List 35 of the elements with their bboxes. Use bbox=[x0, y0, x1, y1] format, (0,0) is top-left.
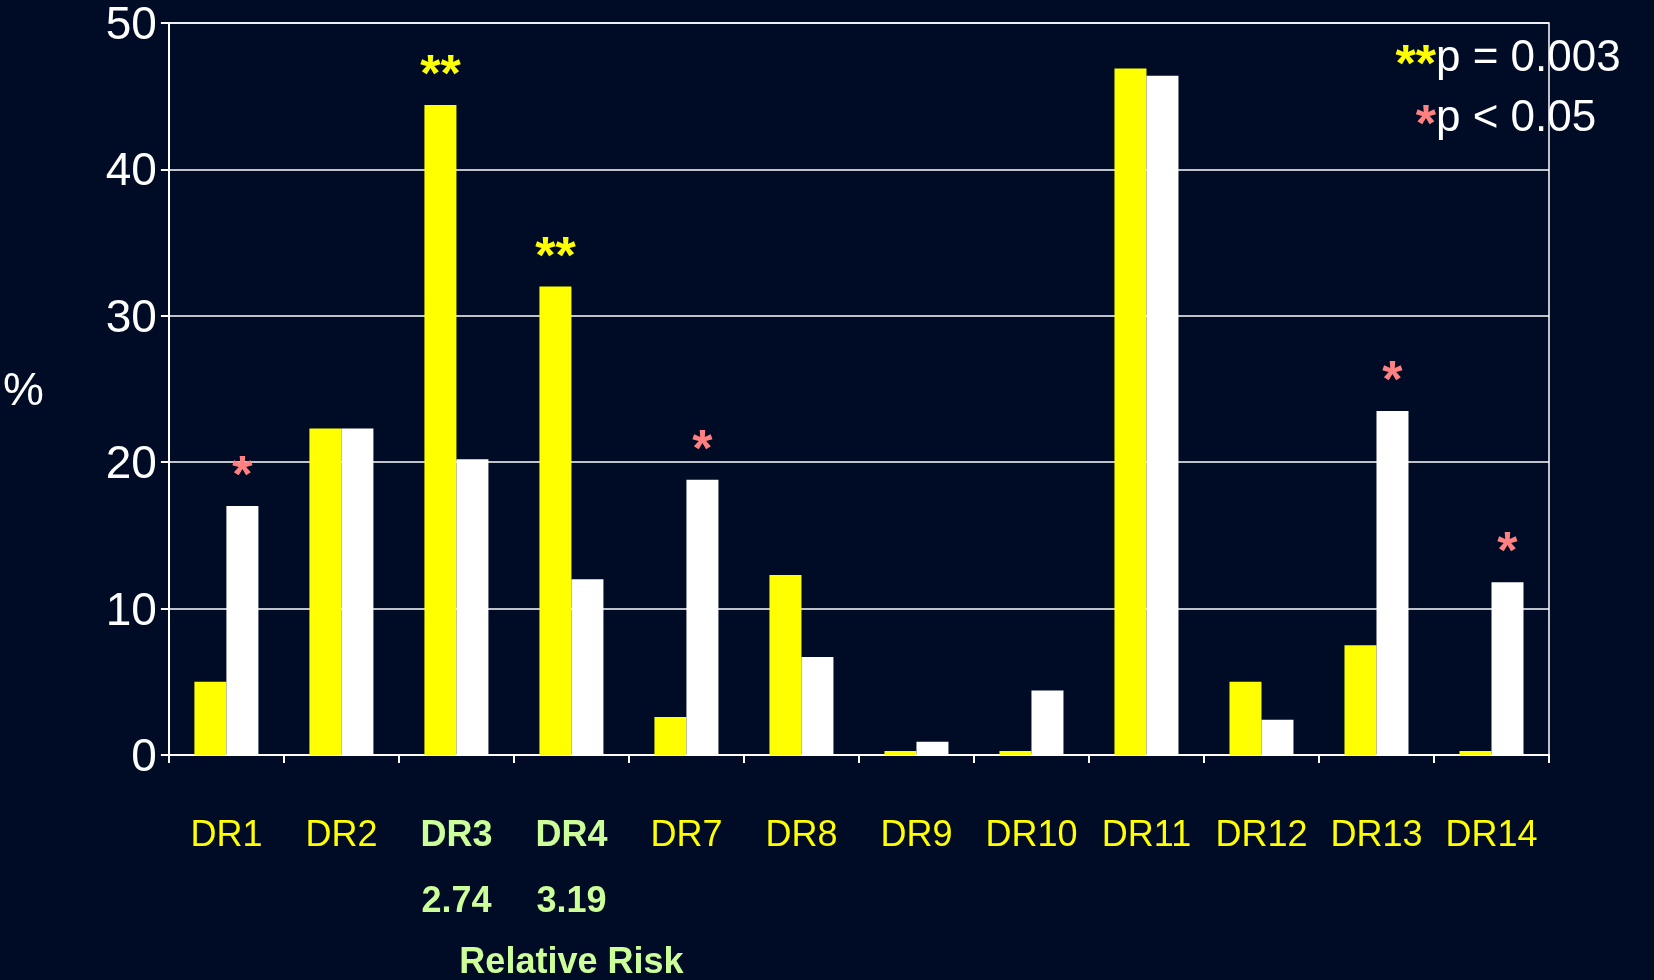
x-tick-label: DR9 bbox=[880, 812, 953, 854]
y-tick-label: 30 bbox=[105, 289, 157, 342]
x-tick-label: DR4 3.19 bbox=[535, 812, 608, 920]
y-tick-label: 40 bbox=[105, 143, 157, 196]
annotation: * bbox=[232, 445, 254, 504]
y-tick-label: 10 bbox=[105, 582, 157, 635]
x-tick-label: DR14 bbox=[1445, 812, 1538, 854]
bar bbox=[1229, 681, 1262, 755]
bar bbox=[1114, 68, 1147, 755]
annotation: * bbox=[1382, 349, 1404, 408]
y-tick-label: 20 bbox=[105, 436, 157, 489]
x-tick-label: DR13 bbox=[1330, 812, 1423, 854]
x-tick-label: DR3 2.74 bbox=[420, 812, 493, 920]
x-tick-label: DR11 bbox=[1101, 812, 1192, 854]
bar bbox=[539, 286, 572, 755]
annotation: * bbox=[692, 418, 714, 477]
x-tick-label: DR7 bbox=[650, 812, 723, 854]
x-tick-label: DR1 bbox=[190, 812, 263, 854]
annotation: ** bbox=[420, 43, 462, 102]
x-tick-label: DR2 bbox=[305, 812, 378, 854]
x-tick-label: DR12 bbox=[1215, 812, 1308, 854]
x-tick-label: DR8 bbox=[765, 812, 838, 854]
bar bbox=[769, 574, 802, 755]
x-tick-label: DR10 bbox=[985, 812, 1078, 854]
y-axis-title: % bbox=[3, 363, 44, 415]
bar bbox=[194, 681, 227, 755]
bar bbox=[654, 716, 687, 755]
y-tick-label: 50 bbox=[105, 0, 157, 49]
annotation: * bbox=[1497, 521, 1519, 580]
bar bbox=[424, 104, 457, 755]
bar bbox=[309, 428, 342, 755]
annotation: ** bbox=[535, 225, 577, 284]
y-tick-label: 0 bbox=[131, 729, 157, 781]
bar bbox=[1344, 645, 1377, 755]
text: Relative Risk bbox=[459, 939, 685, 980]
